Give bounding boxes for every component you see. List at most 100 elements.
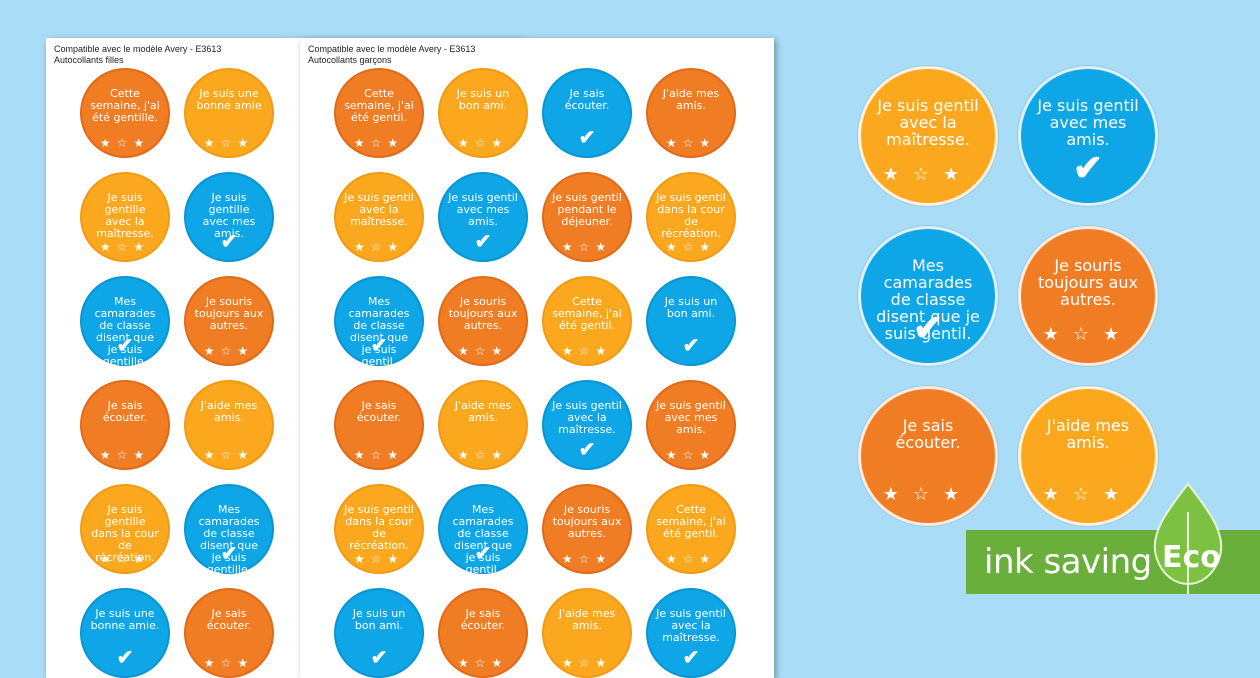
sticker-text: Je suis gentil avec la maîtresse. bbox=[552, 399, 622, 436]
star-icon: ★☆★ bbox=[561, 344, 613, 358]
checkmark-icon: ✔ bbox=[578, 127, 596, 149]
star-icon: ★☆★ bbox=[99, 136, 151, 150]
star-icon: ★☆★ bbox=[1042, 484, 1134, 504]
preview-sticker: Je suis gentil avec mes amis. ✔ bbox=[1018, 66, 1158, 206]
star-icon: ★☆★ bbox=[882, 164, 974, 184]
sticker-text: J'aide mes amis. bbox=[662, 87, 720, 112]
sticker-text: Je suis gentil avec la maîtresse. bbox=[656, 607, 726, 644]
sticker: Je suis gentille dans la cour de récréat… bbox=[80, 484, 170, 574]
sticker-text: Je suis un bon ami. bbox=[456, 87, 510, 112]
star-icon: ★☆★ bbox=[203, 448, 255, 462]
star-icon: ★☆★ bbox=[457, 448, 509, 462]
sheet-header-line1: Compatible avec le modèle Avery - E3613 bbox=[54, 44, 222, 54]
sticker-text: Je souris toujours aux autres. bbox=[194, 295, 264, 332]
preview-sticker: Je souris toujours aux autres. ★☆★ bbox=[1018, 226, 1158, 366]
star-icon: ★☆★ bbox=[353, 240, 405, 254]
sticker-text: Cette semaine, j'ai été gentil. bbox=[344, 87, 414, 124]
star-icon: ★☆★ bbox=[457, 344, 509, 358]
sticker-text: Je suis une bonne amie. bbox=[90, 607, 160, 632]
sticker: Je suis gentil avec la maîtresse. ✔ bbox=[542, 380, 632, 470]
sticker-text: Je souris toujours aux autres. bbox=[448, 295, 518, 332]
sticker-text: J'aide mes amis. bbox=[1046, 416, 1130, 452]
star-icon: ★☆★ bbox=[353, 552, 405, 566]
sticker: J'aide mes amis. ★☆★ bbox=[542, 588, 632, 678]
sticker-text: Je suis un bon ami. bbox=[664, 295, 718, 320]
sticker-text: Je suis gentille avec mes amis. bbox=[202, 191, 256, 240]
sticker: Cette semaine, j'ai été gentil. ★☆★ bbox=[334, 68, 424, 158]
sticker: J'aide mes amis. ★☆★ bbox=[646, 68, 736, 158]
sticker: Je suis gentil pendant le déjeuner. ★☆★ bbox=[542, 172, 632, 262]
star-icon: ★☆★ bbox=[203, 344, 255, 358]
sticker-text: Je suis gentil pendant le déjeuner. bbox=[552, 191, 622, 228]
sticker: Je suis gentil avec mes amis. ✔ bbox=[438, 172, 528, 262]
star-icon: ★☆★ bbox=[203, 656, 255, 670]
star-icon: ★☆★ bbox=[882, 484, 974, 504]
sticker: Cette semaine, j'ai été gentil. ★☆★ bbox=[646, 484, 736, 574]
sticker-text: Je suis un bon ami. bbox=[352, 607, 406, 632]
sticker-text: Je suis gentil dans la cour de récréatio… bbox=[656, 191, 726, 240]
sticker-text: Cette semaine, j'ai été gentil. bbox=[552, 295, 622, 332]
checkmark-icon: ✔ bbox=[682, 335, 700, 357]
sticker: Mes camarades de classe disent que je su… bbox=[80, 276, 170, 368]
checkmark-icon: ✔ bbox=[682, 647, 700, 669]
sticker: J'aide mes amis. ★☆★ bbox=[184, 380, 274, 470]
checkmark-icon: ✔ bbox=[370, 335, 388, 357]
star-icon: ★☆★ bbox=[561, 656, 613, 670]
leaf-icon bbox=[1153, 482, 1223, 594]
sticker: Je suis gentil avec mes amis. ★☆★ bbox=[646, 380, 736, 470]
sticker: Je suis une bonne amie. ✔ bbox=[80, 588, 170, 678]
sticker-text: Je suis gentil avec la maîtresse. bbox=[877, 96, 979, 149]
sticker-sheet-boys: Compatible avec le modèle Avery - E3613 … bbox=[300, 38, 774, 678]
sticker-text: Je suis gentil avec mes amis. bbox=[656, 399, 726, 436]
sticker-text: Je suis gentil avec mes amis. bbox=[448, 191, 518, 228]
sticker: Je sais écouter. ★☆★ bbox=[438, 588, 528, 678]
star-icon: ★☆★ bbox=[665, 240, 717, 254]
sticker-text: Je souris toujours aux autres. bbox=[552, 503, 622, 540]
sticker: Je sais écouter. ✔ bbox=[542, 68, 632, 158]
sticker: J'aide mes amis. ★☆★ bbox=[438, 380, 528, 470]
sticker-text: J'aide mes amis. bbox=[200, 399, 258, 424]
sticker: Je souris toujours aux autres. ★☆★ bbox=[184, 276, 274, 366]
sticker: Je suis gentille avec la maîtresse. ★☆★ bbox=[80, 172, 170, 262]
sheet-header-line1: Compatible avec le modèle Avery - E3613 bbox=[308, 44, 476, 54]
star-icon: ★☆★ bbox=[561, 552, 613, 566]
sticker-text: Je sais écouter. bbox=[460, 607, 506, 632]
sticker-text: Mes camarades de classe disent que je su… bbox=[94, 295, 156, 368]
sticker: Je suis un bon ami. ✔ bbox=[646, 276, 736, 366]
sticker-text: Je suis gentil avec mes amis. bbox=[1037, 96, 1139, 149]
sticker: Je souris toujours aux autres. ★☆★ bbox=[542, 484, 632, 574]
eco-badge-label: Eco bbox=[1162, 540, 1221, 575]
sticker: Je sais écouter. ★☆★ bbox=[184, 588, 274, 678]
star-icon: ★☆★ bbox=[353, 136, 405, 150]
sticker: Mes camarades de classe disent que je su… bbox=[184, 484, 274, 576]
sticker: Je sais écouter. ★☆★ bbox=[334, 380, 424, 470]
preview-sticker: J'aide mes amis. ★☆★ bbox=[1018, 386, 1158, 526]
star-icon: ★☆★ bbox=[99, 552, 151, 566]
sticker: Je suis gentil avec la maîtresse. ✔ bbox=[646, 588, 736, 678]
checkmark-icon: ✔ bbox=[220, 543, 238, 565]
sticker-text: Je sais écouter. bbox=[564, 87, 610, 112]
sticker: Je suis gentille avec mes amis. ✔ bbox=[184, 172, 274, 262]
ink-saving-label: ink saving bbox=[984, 542, 1152, 582]
sticker: Mes camarades de classe disent que je su… bbox=[334, 276, 424, 368]
star-icon: ★☆★ bbox=[1042, 324, 1134, 344]
star-icon: ★☆★ bbox=[665, 552, 717, 566]
sticker: Cette semaine, j'ai été gentil. ★☆★ bbox=[542, 276, 632, 366]
sticker-text: Je sais écouter. bbox=[356, 399, 402, 424]
sticker-text: Je sais écouter. bbox=[102, 399, 148, 424]
star-icon: ★☆★ bbox=[665, 448, 717, 462]
star-icon: ★☆★ bbox=[99, 240, 151, 254]
sticker: Je suis un bon ami. ✔ bbox=[334, 588, 424, 678]
sticker-text: Je suis une bonne amie bbox=[196, 87, 262, 112]
sheet-header: Compatible avec le modèle Avery - E3613 … bbox=[54, 44, 221, 66]
sticker: Cette semaine, j'ai été gentille. ★☆★ bbox=[80, 68, 170, 158]
sticker: Je souris toujours aux autres. ★☆★ bbox=[438, 276, 528, 366]
sheet-header-line2: Autocollants filles bbox=[54, 55, 124, 65]
checkmark-icon: ✔ bbox=[220, 231, 238, 253]
sticker: Je suis gentil dans la cour de récréatio… bbox=[334, 484, 424, 574]
preview-sticker: Je suis gentil avec la maîtresse. ★☆★ bbox=[858, 66, 998, 206]
sticker-text: Mes camarades de classe disent que je su… bbox=[348, 295, 410, 368]
checkmark-icon: ✔ bbox=[474, 231, 492, 253]
preview-sticker: Je sais écouter. ★☆★ bbox=[858, 386, 998, 526]
sticker-text: Je suis gentil dans la cour de récréatio… bbox=[344, 503, 414, 552]
